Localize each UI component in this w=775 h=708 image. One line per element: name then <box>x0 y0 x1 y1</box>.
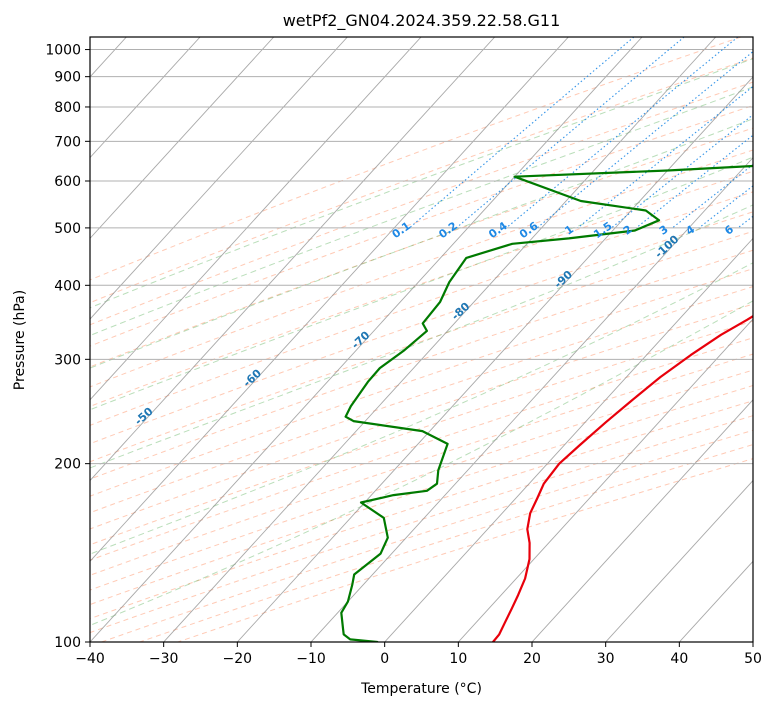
mixing-ratio-line <box>536 50 753 229</box>
dry-adiabat-line <box>90 353 753 576</box>
y-tick-label: 700 <box>54 134 81 150</box>
moist-adiabat-line <box>90 262 753 555</box>
mixing-ratio-line <box>611 114 753 229</box>
isotherm-line <box>531 399 753 642</box>
y-tick-label: 400 <box>54 278 81 294</box>
axes: −40 −30 −20 −10 0 10 20 30 40 50 100 200 300 400 500 60… <box>45 43 762 667</box>
plot-frame <box>89 36 754 643</box>
y-tick-label: 600 <box>54 174 81 190</box>
mixing-ratio-line <box>577 85 753 229</box>
isotherm-line <box>90 37 496 482</box>
x-tick-label: −20 <box>223 651 253 667</box>
isotherm-line <box>605 479 753 642</box>
isotherm-line <box>458 318 753 642</box>
isotherm-line <box>90 37 643 642</box>
mixing-ratio-label: 8 <box>751 223 765 238</box>
isotherm-line <box>90 37 348 320</box>
isotherm-line <box>90 37 569 562</box>
isotherm-line <box>310 156 753 642</box>
moist-adiabat-line <box>90 86 753 337</box>
mixing-ratio-line <box>455 37 685 229</box>
isotherm-line <box>90 37 275 240</box>
mixing-ratio-line <box>505 37 739 229</box>
dry-adiabat-line <box>90 37 742 281</box>
mixing-ratio-line <box>409 37 635 229</box>
isotherm-line <box>384 237 753 642</box>
y-tick-label: 800 <box>54 100 81 116</box>
y-axis-label: Pressure (hPa) <box>12 290 28 390</box>
mixing-ratio-line <box>672 163 753 229</box>
isotherm-line <box>237 76 753 642</box>
dry-adiabat-line <box>90 170 753 407</box>
dry-adiabat-line <box>90 320 753 546</box>
x-tick-label: 50 <box>744 651 762 667</box>
moist-adiabat-line <box>90 300 753 626</box>
dry-adiabat-line <box>90 369 753 591</box>
temperature-profile-line <box>491 314 753 642</box>
y-tick-label: 1000 <box>45 43 81 59</box>
y-tick-label: 100 <box>54 635 81 651</box>
x-tick-label: −30 <box>149 651 179 667</box>
dry-adiabat-line <box>90 211 753 445</box>
x-tick-label: −10 <box>296 651 326 667</box>
x-tick-label: 30 <box>597 651 615 667</box>
moist-adiabat-line <box>90 156 753 411</box>
x-axis-label: Temperature (°C) <box>360 681 482 697</box>
x-tick-label: 0 <box>380 651 389 667</box>
x-tick-label: 40 <box>670 651 688 667</box>
dry-adiabat-line <box>90 268 753 497</box>
y-tick-label: 900 <box>54 70 81 86</box>
x-tick-label: 10 <box>449 651 467 667</box>
x-tick-label: 20 <box>523 651 541 667</box>
plot-area <box>90 37 753 642</box>
chart-title: wetPf2_GN04.2024.359.22.58.G11 <box>283 11 561 31</box>
isotherm-line <box>90 37 422 401</box>
y-tick-label: 300 <box>54 352 81 368</box>
y-tick-label: 500 <box>54 221 81 237</box>
dewpoint-profile-line <box>340 164 753 642</box>
x-tick-label: −40 <box>75 651 105 667</box>
dry-adiabat-line <box>90 230 753 463</box>
moist-adiabat-line <box>90 58 753 309</box>
y-tick-label: 200 <box>54 457 81 473</box>
dry-adiabat-line <box>90 303 753 530</box>
isotherm-line <box>163 37 717 642</box>
isotherm-line <box>90 37 201 159</box>
dry-adiabat-line <box>90 81 753 326</box>
